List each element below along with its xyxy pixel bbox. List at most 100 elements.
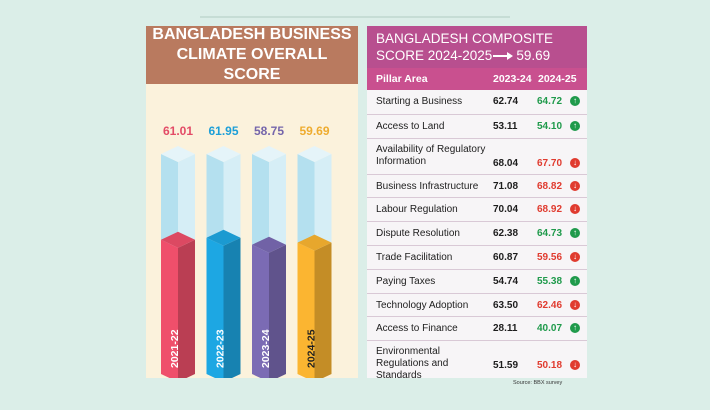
score-2024-25: 62.46: [537, 299, 563, 311]
pillar-name-line: Access to Finance: [376, 323, 458, 335]
down-arrow-icon: ↓: [570, 204, 580, 215]
score-2024-25: 54.10: [537, 120, 563, 132]
bar-2022-23: [206, 237, 224, 378]
down-arrow-icon: ↓: [570, 360, 580, 371]
down-arrow-icon: ↓: [570, 180, 580, 191]
table-row: Business Infrastructure 71.08 68.82 ↓: [367, 173, 587, 199]
table-row: Access to Finance 28.11 40.07 ↑: [367, 316, 587, 341]
composite-score-panel: BANGLADESH COMPOSITE SCORE 2024-2025 59.6…: [367, 26, 587, 381]
bar-side-2024-25: [314, 242, 332, 378]
bar-empty-right-2022-23: [223, 154, 241, 246]
score-2024-25: 68.92: [537, 204, 563, 216]
score-2024-25: 67.70: [537, 157, 563, 169]
table-row: Dispute Resolution 62.38 64.73 ↑: [367, 221, 587, 246]
bar-empty-top-2024-25: [297, 146, 332, 162]
pillar-name: Trade Facilitation: [376, 252, 495, 264]
score-2023-24: 60.87: [493, 252, 519, 263]
pillar-name-line: Labour Regulation: [376, 204, 458, 216]
pillar-name: Starting a Business: [376, 96, 495, 108]
pillar-name: Business Infrastructure: [376, 181, 495, 193]
score-2024-25: 64.72: [537, 96, 563, 107]
score-2023-24: 63.50: [493, 299, 519, 311]
category-label-2022-23: 2022-23: [214, 329, 226, 368]
column-header-pillar: Pillar Area: [376, 73, 428, 85]
table-row: Trade Facilitation 60.87 59.56 ↓: [367, 245, 587, 270]
bar-empty-left-2023-24: [252, 154, 269, 253]
bar-cap-2024-25: [297, 234, 332, 251]
top-divider: [200, 16, 510, 18]
pillar-name: Technology Adoption: [376, 300, 495, 312]
score-2023-24: 62.38: [493, 228, 519, 240]
score-2023-24: 70.04: [493, 204, 519, 216]
score-2023-24: 51.59: [493, 360, 519, 372]
value-label-2022-23: 61.95: [208, 124, 238, 138]
value-label-2023-24: 58.75: [254, 124, 284, 138]
bar-empty-right-2024-25: [314, 154, 332, 251]
composite-title-prefix: SCORE 2024-2025: [376, 48, 493, 63]
score-2023-24: 53.11: [493, 120, 518, 132]
bar-side-2023-24: [269, 244, 286, 378]
bar-empty-top-2021-22: [161, 146, 195, 162]
pillar-name: Access to Finance: [376, 323, 495, 335]
bar-empty-right-2021-22: [178, 154, 195, 248]
category-label-2021-22: 2021-22: [169, 329, 181, 368]
pillar-name-line: Regulations and Standards: [376, 358, 449, 382]
bar-2024-25: [297, 242, 315, 378]
bar-side-2022-23: [223, 237, 241, 378]
bar-cap-2022-23: [206, 229, 241, 246]
bar-empty-right-2023-24: [269, 154, 286, 253]
pillar-name-line: Information: [376, 155, 427, 167]
score-2023-24: 54.74: [493, 275, 519, 287]
down-arrow-icon: ↓: [570, 299, 580, 310]
pillar-name: Paying Taxes: [376, 276, 495, 288]
bar-empty-top-2023-24: [252, 146, 286, 162]
overall-score-panel: BANGLADESH BUSINESS CLIMATE OVERALL SCOR…: [146, 26, 358, 378]
table-row: Paying Taxes 54.74 55.38 ↑: [367, 268, 587, 294]
table-row: Access to Land 53.11 54.10 ↑: [367, 113, 587, 139]
pillar-name-line: Starting a Business: [376, 96, 463, 107]
category-label-2023-24: 2023-24: [260, 329, 272, 368]
pillar-name-line: Trade Facilitation: [376, 252, 453, 263]
bar-cap-2023-24: [252, 236, 286, 253]
column-header-2024-25: 2024-25: [538, 73, 577, 85]
pillar-name-line: Environmental: [376, 346, 440, 358]
pillar-name: Dispute Resolution: [376, 228, 495, 240]
pillar-name-line: Availability of Regulatory: [376, 143, 486, 155]
down-arrow-icon: ↓: [570, 252, 580, 262]
pillar-name-line: Access to Land: [376, 120, 445, 132]
bar-empty-left-2024-25: [297, 154, 315, 251]
score-2024-25: 59.56: [537, 252, 563, 263]
value-label-2021-22: 61.01: [163, 124, 193, 138]
bar-empty-left-2022-23: [206, 154, 224, 246]
composite-score-title: BANGLADESH COMPOSITE SCORE 2024-2025 59.6…: [367, 26, 587, 68]
column-header-2023-24: 2023-24: [493, 73, 532, 85]
pillar-name-line: Paying Taxes: [376, 275, 436, 287]
score-2023-24: 28.11: [493, 323, 518, 335]
right-arrow-icon: [493, 51, 515, 61]
bar-side-2021-22: [178, 239, 195, 378]
composite-title-line2: SCORE 2024-2025 59.69: [376, 47, 587, 64]
table-header: Pillar Area 2023-24 2024-25: [367, 68, 587, 90]
score-2024-25: 40.07: [537, 323, 563, 335]
bar-empty-left-2021-22: [161, 154, 178, 248]
pillar-name-line: Dispute Resolution: [376, 228, 460, 240]
bar-cap-2021-22: [161, 231, 195, 248]
pillar-name: Labour Regulation: [376, 204, 495, 216]
score-2024-25: 68.82: [537, 180, 563, 192]
up-arrow-icon: ↑: [570, 275, 580, 286]
bar-empty-top-2022-23: [206, 146, 241, 162]
up-arrow-icon: ↑: [570, 228, 580, 239]
table-row: Environmental Regulations and Standards 51…: [367, 340, 587, 381]
source-note: Source: BBX survey: [513, 380, 563, 386]
score-2024-25: 64.73: [537, 228, 563, 240]
up-arrow-icon: ↑: [570, 96, 580, 106]
score-2024-25: 55.38: [537, 275, 563, 287]
up-arrow-icon: ↑: [570, 323, 580, 334]
score-2023-24: 71.08: [493, 180, 519, 192]
value-label-2024-25: 59.69: [299, 124, 329, 138]
table-row: Availability of Regulatory Information 68.…: [367, 137, 587, 175]
overall-score-bar-chart: 61.01 2021-22 61.95 2022-23 58.75 2023-24 59.6…: [161, 124, 332, 378]
composite-title-value: 59.69: [516, 48, 551, 63]
pillar-name-line: Technology Adoption: [376, 299, 469, 311]
bar-2021-22: [161, 239, 178, 378]
